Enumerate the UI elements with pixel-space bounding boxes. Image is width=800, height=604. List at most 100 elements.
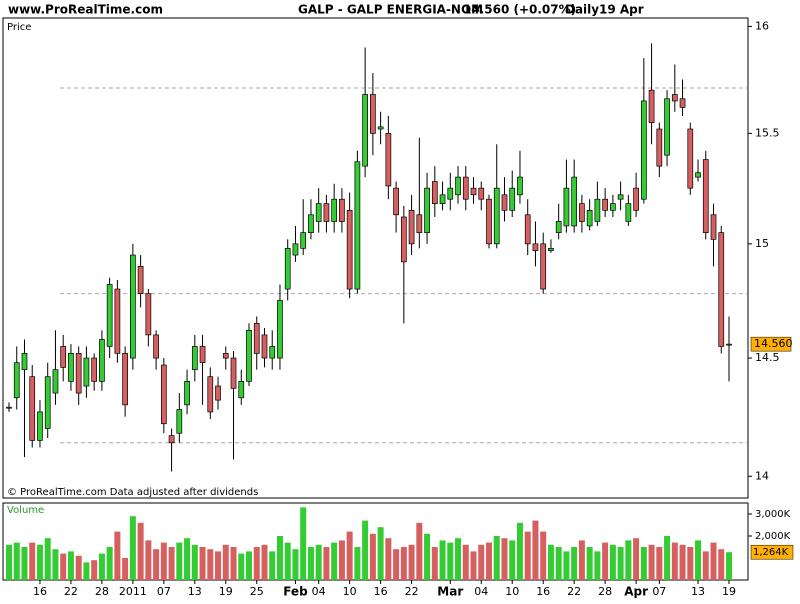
candle-body (625, 203, 632, 222)
volume-bar (602, 542, 609, 580)
candle-body (68, 353, 74, 382)
volume-bar (555, 547, 562, 580)
candle-body (246, 329, 252, 382)
title: GALP - GALP ENERGIA-NOM (298, 3, 483, 17)
candle-body (60, 346, 67, 368)
x-tick-label: 22 (64, 585, 78, 598)
candle-body (617, 194, 624, 200)
volume-bar (687, 547, 694, 580)
candle-body (555, 221, 562, 233)
candle-body (664, 98, 670, 156)
volume-bar (501, 538, 508, 580)
y-tick-label: 15 (755, 237, 769, 250)
candle-body (37, 411, 43, 441)
volume-bar (493, 536, 500, 580)
candle-body (184, 381, 190, 406)
volume-bar (284, 542, 291, 580)
candle-body (215, 385, 221, 401)
candle-body (137, 266, 144, 294)
y-tick-label: 14.5 (755, 351, 780, 364)
volume-bar (191, 544, 198, 580)
candle-body (656, 128, 663, 167)
volume-bar (246, 551, 252, 580)
candle-body (455, 176, 461, 196)
volume-bar (168, 547, 175, 580)
x-tick-label: 10 (343, 585, 357, 598)
volume-bar (547, 544, 554, 580)
volume-bar (52, 549, 59, 580)
candle-body (230, 357, 237, 389)
volume-bar (594, 551, 601, 580)
candle-body (315, 203, 322, 222)
candle-body (238, 381, 245, 399)
y2-tick-label: 3,000K (755, 509, 791, 520)
volume-bar (509, 540, 516, 580)
y2-tick-label: 2,000K (755, 531, 791, 542)
volume-bar (106, 547, 113, 580)
volume-bar (369, 533, 376, 580)
volume-bar (424, 533, 431, 580)
candle-body (594, 198, 601, 222)
candle-body (261, 334, 268, 359)
candle-body (292, 243, 299, 256)
candle-body (563, 187, 570, 227)
x-tick-label: 16 (536, 585, 550, 598)
volume-bar (470, 551, 477, 580)
volume-bar (253, 547, 260, 580)
candle-body (362, 94, 368, 167)
volume-bar (29, 542, 36, 580)
x-tick-label: 22 (567, 585, 581, 598)
volume-bar (578, 540, 585, 580)
volume-bar (338, 540, 345, 580)
candle-body (416, 214, 423, 233)
volume-bar (431, 547, 438, 580)
x-tick-label: 2011 (119, 585, 147, 598)
candle-body (6, 406, 12, 409)
candle-body (400, 216, 407, 263)
candle-body (579, 203, 585, 222)
x-tick-label: 28 (598, 585, 612, 598)
volume-bar (354, 547, 361, 580)
last-price-tag (750, 336, 792, 352)
candle-body (679, 98, 686, 108)
volume-bar (13, 542, 20, 580)
volume-bar (408, 544, 415, 580)
candle-body (687, 128, 694, 189)
candle-body (277, 300, 283, 359)
candle-body (532, 243, 539, 251)
volume-bar (331, 542, 338, 580)
candle-body (199, 346, 206, 364)
candle-body (114, 288, 121, 354)
volume-bar (300, 507, 307, 580)
x-tick-label: Feb (283, 585, 308, 599)
volume-bar (292, 549, 299, 580)
x-tick-label: 16 (33, 585, 47, 598)
volume-bar (98, 553, 105, 580)
volume-bar (83, 562, 90, 580)
candle-body (339, 198, 345, 222)
candle-body (424, 187, 430, 233)
candle-body (702, 159, 709, 233)
candle-body (439, 194, 446, 205)
x-tick-label: 25 (250, 585, 264, 598)
volume-bar (346, 531, 353, 580)
candle-body (308, 214, 314, 233)
candle-body (130, 254, 136, 359)
volume-bar (439, 540, 446, 580)
candle-body (393, 187, 399, 216)
volume-bar (129, 516, 136, 580)
price-label: Price (7, 22, 31, 33)
candle-body (153, 334, 159, 359)
candle-body (21, 353, 28, 371)
candle-body (501, 194, 508, 211)
x-tick-label: 04 (474, 585, 488, 598)
candle-body (571, 176, 578, 227)
volume-bar (315, 544, 322, 580)
volume-bar (718, 549, 725, 580)
candle-body (493, 187, 500, 245)
candle-body (408, 209, 415, 245)
candle-body (331, 198, 338, 222)
volume-bar (60, 553, 67, 580)
volume-bar (478, 544, 485, 580)
x-tick-label: 07 (652, 585, 666, 598)
